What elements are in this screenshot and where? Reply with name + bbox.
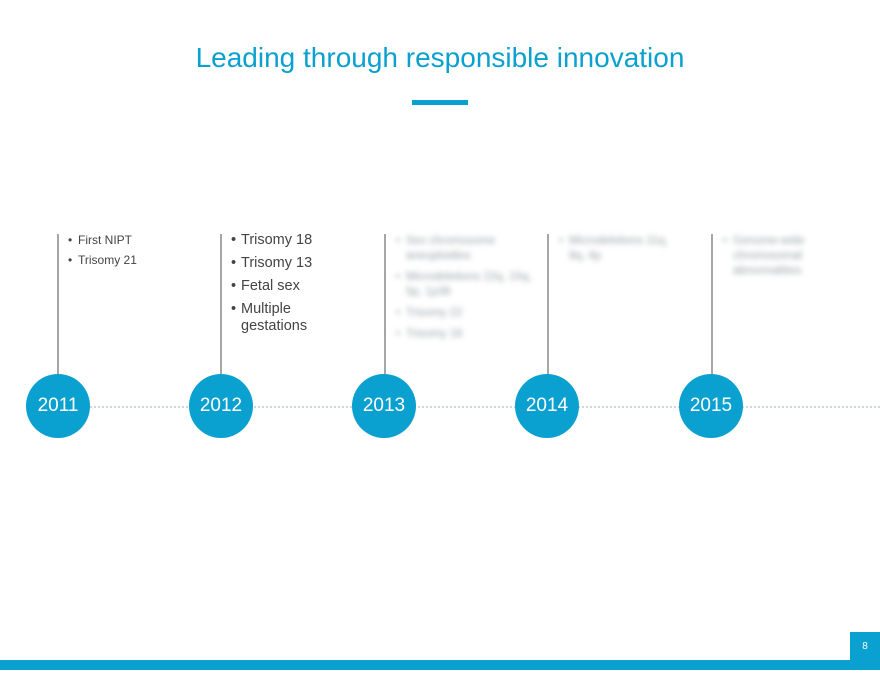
list-item: Fetal sex [231, 278, 341, 295]
timeline-stem-2011 [57, 234, 59, 376]
list-item: Microdeletions 11q, 8q, 4p [559, 234, 684, 264]
list-item: Microdeletions 22q, 15q, 5p, 1p36 [396, 270, 536, 300]
timeline-stem-2015 [711, 234, 713, 376]
list-item: Genome-wide chromosomal abnormalities [723, 234, 848, 279]
list-item: Trisomy 18 [231, 232, 341, 249]
title-underline [412, 100, 468, 105]
year-circle-2014: 2014 [515, 374, 579, 438]
milestone-2015-list: Genome-wide chromosomal abnormalities [723, 234, 848, 285]
timeline-dotted-line [58, 406, 880, 408]
list-item: Trisomy 21 [68, 250, 188, 270]
list-item: First NIPT [68, 230, 188, 250]
year-circle-2013: 2013 [352, 374, 416, 438]
slide-title: Leading through responsible innovation [195, 42, 685, 73]
list-item: Trisomy 16 [396, 327, 536, 342]
year-circle-2012: 2012 [189, 374, 253, 438]
milestone-2011-list: First NIPT Trisomy 21 [68, 230, 188, 270]
list-item: Trisomy 13 [231, 255, 341, 272]
list-item: Sex chromosome aneuploidies [396, 234, 536, 264]
footer-bar [0, 660, 880, 670]
list-item: Trisomy 22 [396, 306, 536, 321]
timeline-stem-2012 [220, 234, 222, 376]
year-circle-2011: 2011 [26, 374, 90, 438]
milestone-2013-list: Sex chromosome aneuploidies Microdeletio… [396, 234, 536, 348]
milestone-2012-list: Trisomy 18 Trisomy 13 Fetal sex Multiple… [231, 232, 341, 341]
year-circle-2015: 2015 [679, 374, 743, 438]
page-number: 8 [850, 632, 880, 660]
timeline-stem-2014 [547, 234, 549, 376]
milestone-2014-list: Microdeletions 11q, 8q, 4p [559, 234, 684, 270]
timeline-stem-2013 [384, 234, 386, 376]
list-item: Multiple gestations [231, 301, 341, 335]
